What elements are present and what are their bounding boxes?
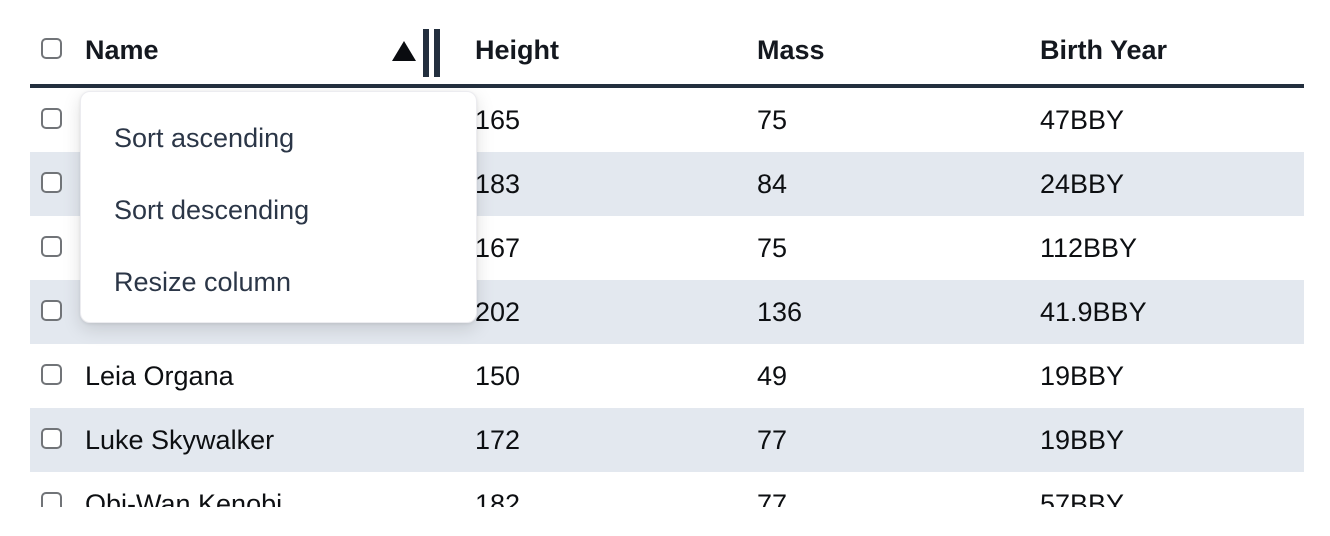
table-row[interactable]: Leia Organa 150 49 19BBY xyxy=(30,344,1304,408)
row-checkbox-cell xyxy=(30,297,85,328)
column-header-mass[interactable]: Mass xyxy=(757,34,825,65)
row-checkbox-cell xyxy=(30,489,85,507)
cell-birth-year: 24BBY xyxy=(1040,168,1125,199)
cell-mass: 77 xyxy=(757,488,788,508)
row-checkbox-cell xyxy=(30,169,85,200)
table-row[interactable]: 165 75 47BBY xyxy=(30,88,1304,152)
row-checkbox-cell xyxy=(30,233,85,264)
cell-birth-year: 47BBY xyxy=(1040,104,1125,135)
cell-height: 150 xyxy=(475,360,521,391)
row-checkbox[interactable] xyxy=(41,299,62,321)
menu-item-sort-ascending[interactable]: Sort ascending xyxy=(114,122,295,153)
menu-item-sort-descending[interactable]: Sort descending xyxy=(114,194,310,225)
cell-name: Luke Skywalker xyxy=(85,424,275,455)
column-header-name[interactable]: Name xyxy=(85,34,159,65)
row-checkbox-cell xyxy=(30,105,85,136)
cell-height: 182 xyxy=(475,488,521,508)
table-row[interactable]: Obi-Wan Kenobi 182 77 57BBY xyxy=(30,472,1304,507)
header-checkbox-cell xyxy=(30,35,85,66)
resize-bar-icon xyxy=(434,29,440,77)
table-row[interactable]: Luke Skywalker 172 77 19BBY xyxy=(30,408,1304,472)
table-row[interactable]: 167 75 112BBY xyxy=(30,216,1304,280)
row-checkbox[interactable] xyxy=(41,363,62,385)
table-header-row: Name Height Mass Birth Year xyxy=(30,0,1304,88)
cell-mass: 49 xyxy=(757,360,788,391)
cell-height: 165 xyxy=(475,104,521,135)
cell-birth-year: 112BBY xyxy=(1040,232,1138,263)
cell-height: 202 xyxy=(475,296,521,327)
menu-item-resize-column[interactable]: Resize column xyxy=(114,266,292,297)
cell-mass: 84 xyxy=(757,168,788,199)
cell-mass: 136 xyxy=(757,296,803,327)
resize-bar-icon xyxy=(423,29,429,77)
row-checkbox[interactable] xyxy=(41,491,62,507)
cell-mass: 77 xyxy=(757,424,788,455)
cell-birth-year: 19BBY xyxy=(1040,424,1125,455)
row-checkbox-cell xyxy=(30,425,85,456)
cell-birth-year: 41.9BBY xyxy=(1040,296,1147,327)
column-header-height[interactable]: Height xyxy=(475,34,559,65)
column-resize-handle-icon[interactable] xyxy=(423,29,440,77)
column-context-menu: Sort ascending Sort descending Resize co… xyxy=(80,91,477,323)
row-checkbox[interactable] xyxy=(41,427,62,449)
row-checkbox[interactable] xyxy=(41,107,62,129)
cell-mass: 75 xyxy=(757,104,788,135)
select-all-checkbox[interactable] xyxy=(41,37,62,59)
cell-birth-year: 57BBY xyxy=(1040,488,1125,508)
cell-name: Obi-Wan Kenobi xyxy=(85,488,283,508)
cell-name: Leia Organa xyxy=(85,360,234,391)
sort-ascending-icon[interactable] xyxy=(392,41,416,61)
cell-height: 183 xyxy=(475,168,521,199)
column-header-birth-year[interactable]: Birth Year xyxy=(1040,34,1168,65)
cell-birth-year: 19BBY xyxy=(1040,360,1125,391)
cell-height: 172 xyxy=(475,424,521,455)
row-checkbox[interactable] xyxy=(41,171,62,193)
row-checkbox[interactable] xyxy=(41,235,62,257)
cell-height: 167 xyxy=(475,232,521,263)
cell-mass: 75 xyxy=(757,232,788,263)
row-checkbox-cell xyxy=(30,361,85,392)
